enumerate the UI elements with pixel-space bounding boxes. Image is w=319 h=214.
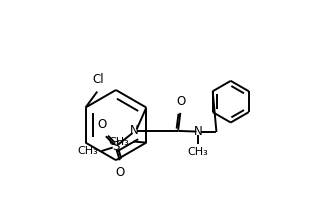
Text: Cl: Cl — [93, 73, 104, 86]
Text: CH₃: CH₃ — [108, 137, 129, 147]
Text: S: S — [112, 140, 119, 153]
Text: O: O — [115, 166, 124, 179]
Text: CH₃: CH₃ — [77, 146, 98, 156]
Text: N: N — [130, 124, 139, 137]
Text: O: O — [177, 95, 186, 108]
Text: N: N — [194, 125, 203, 138]
Text: CH₃: CH₃ — [187, 147, 208, 157]
Text: O: O — [97, 118, 107, 131]
